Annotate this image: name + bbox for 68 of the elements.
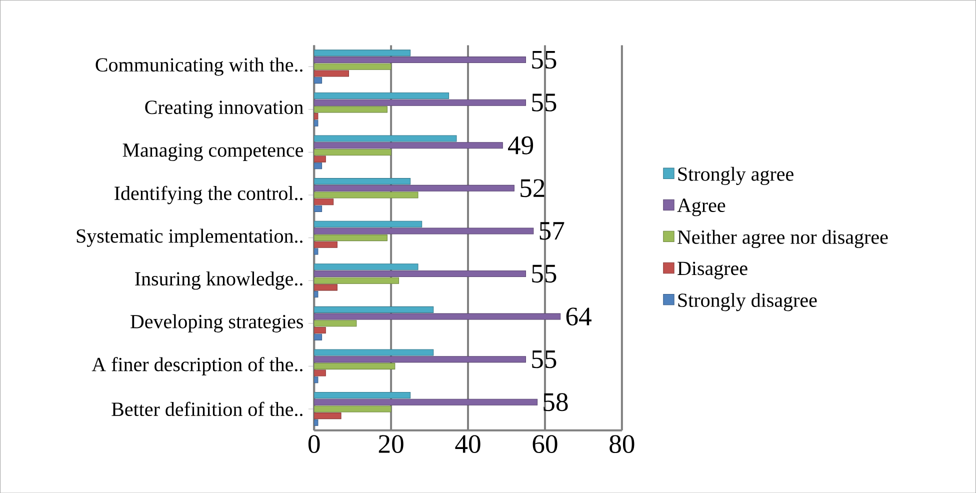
- bar: [314, 142, 503, 149]
- y-tick-label: Systematic implementation..: [76, 228, 302, 247]
- bar: [314, 320, 357, 327]
- bar: [314, 326, 326, 334]
- x-tick-label: 40: [455, 434, 480, 453]
- bar: [314, 76, 322, 84]
- y-tick-label: Identifying the control..: [114, 186, 302, 204]
- data-label: 49: [508, 136, 534, 154]
- bar: [314, 370, 326, 376]
- bar: [314, 392, 411, 398]
- bar: [314, 220, 422, 228]
- bar: [314, 284, 338, 291]
- data-label: 57: [540, 222, 564, 240]
- bar: [314, 70, 349, 77]
- bar: [314, 135, 457, 142]
- bar: [314, 306, 434, 313]
- bar: [314, 234, 388, 241]
- legend-label: Disagree: [678, 262, 748, 280]
- data-label: 64: [566, 307, 592, 326]
- bar: [314, 92, 450, 99]
- bar: [314, 241, 338, 248]
- x-tick-label: 60: [532, 434, 558, 453]
- bar: [314, 376, 318, 384]
- bar: [314, 398, 538, 406]
- y-tick-label: Insuring knowledge..: [135, 271, 302, 290]
- data-label: 58: [544, 393, 568, 411]
- bar: [314, 362, 396, 370]
- y-tick-label: Creating innovation: [145, 100, 304, 118]
- bar: [314, 63, 392, 70]
- bar: [314, 120, 318, 126]
- data-label: 55: [532, 50, 556, 69]
- bar: [314, 56, 526, 63]
- bar: [314, 349, 434, 356]
- bar: [314, 334, 322, 340]
- x-tick-label: 20: [378, 434, 404, 453]
- bar: [314, 264, 418, 270]
- legend-label: Strongly agree: [678, 166, 794, 185]
- bar: [314, 277, 400, 284]
- bar: [314, 184, 514, 192]
- bar: [314, 290, 318, 298]
- bar: [314, 419, 318, 426]
- y-tick-label: Communicating with the..: [96, 57, 302, 76]
- bar: [314, 99, 526, 106]
- y-tick-label: Better definition of the..: [112, 402, 302, 416]
- legend-label: Neither agree nor disagree: [678, 230, 888, 248]
- bar: [314, 178, 411, 184]
- bar: [314, 205, 322, 212]
- x-tick-label: 80: [610, 434, 634, 453]
- bar: [314, 198, 334, 205]
- bar: [314, 148, 392, 156]
- data-label: 55: [532, 350, 556, 368]
- bar: [314, 356, 526, 362]
- data-label: 55: [532, 94, 556, 112]
- bar: [314, 248, 318, 255]
- legend-label: Strongly disagree: [678, 292, 817, 311]
- bar: [314, 156, 326, 162]
- x-tick-label: 0: [308, 434, 320, 453]
- bar: [314, 112, 318, 120]
- bar: [314, 412, 342, 419]
- bar: [314, 162, 322, 170]
- bar: [314, 50, 411, 56]
- y-tick-label: A finer description of the..: [92, 356, 302, 376]
- y-tick-label: Developing strategies: [130, 314, 303, 332]
- legend-label: Agree: [677, 198, 726, 216]
- y-tick-label: Managing competence: [122, 143, 304, 161]
- bar: [314, 270, 526, 277]
- data-label: 55: [532, 264, 556, 282]
- data-label: 52: [520, 179, 544, 197]
